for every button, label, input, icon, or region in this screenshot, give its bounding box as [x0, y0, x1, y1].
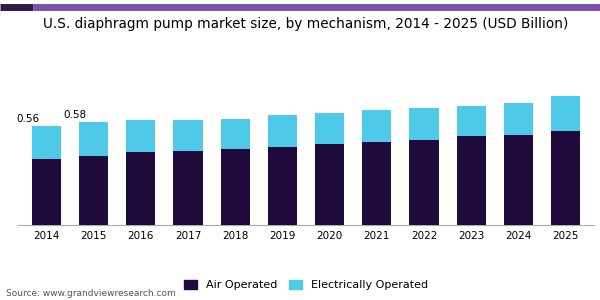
Bar: [268, 115, 297, 147]
Bar: [268, 147, 297, 225]
Bar: [504, 135, 533, 225]
Bar: [173, 121, 203, 151]
Text: 0.56: 0.56: [16, 114, 40, 124]
Bar: [362, 110, 391, 142]
Bar: [362, 142, 391, 225]
Bar: [32, 160, 61, 225]
Bar: [315, 113, 344, 143]
Bar: [79, 122, 108, 156]
Bar: [221, 119, 250, 149]
Bar: [79, 156, 108, 225]
Bar: [221, 149, 250, 225]
Bar: [409, 108, 439, 140]
Bar: [551, 96, 580, 131]
Bar: [457, 136, 486, 225]
Bar: [315, 143, 344, 225]
Text: 0.58: 0.58: [64, 110, 86, 120]
Bar: [126, 121, 155, 152]
Bar: [32, 126, 61, 160]
Bar: [551, 131, 580, 225]
Bar: [504, 103, 533, 135]
Title: U.S. diaphragm pump market size, by mechanism, 2014 - 2025 (USD Billion): U.S. diaphragm pump market size, by mech…: [43, 17, 569, 31]
Bar: [457, 106, 486, 136]
Bar: [173, 151, 203, 225]
Text: Source: www.grandviewresearch.com: Source: www.grandviewresearch.com: [6, 290, 176, 298]
Bar: [409, 140, 439, 225]
Legend: Air Operated, Electrically Operated: Air Operated, Electrically Operated: [184, 280, 428, 290]
Bar: [126, 152, 155, 225]
